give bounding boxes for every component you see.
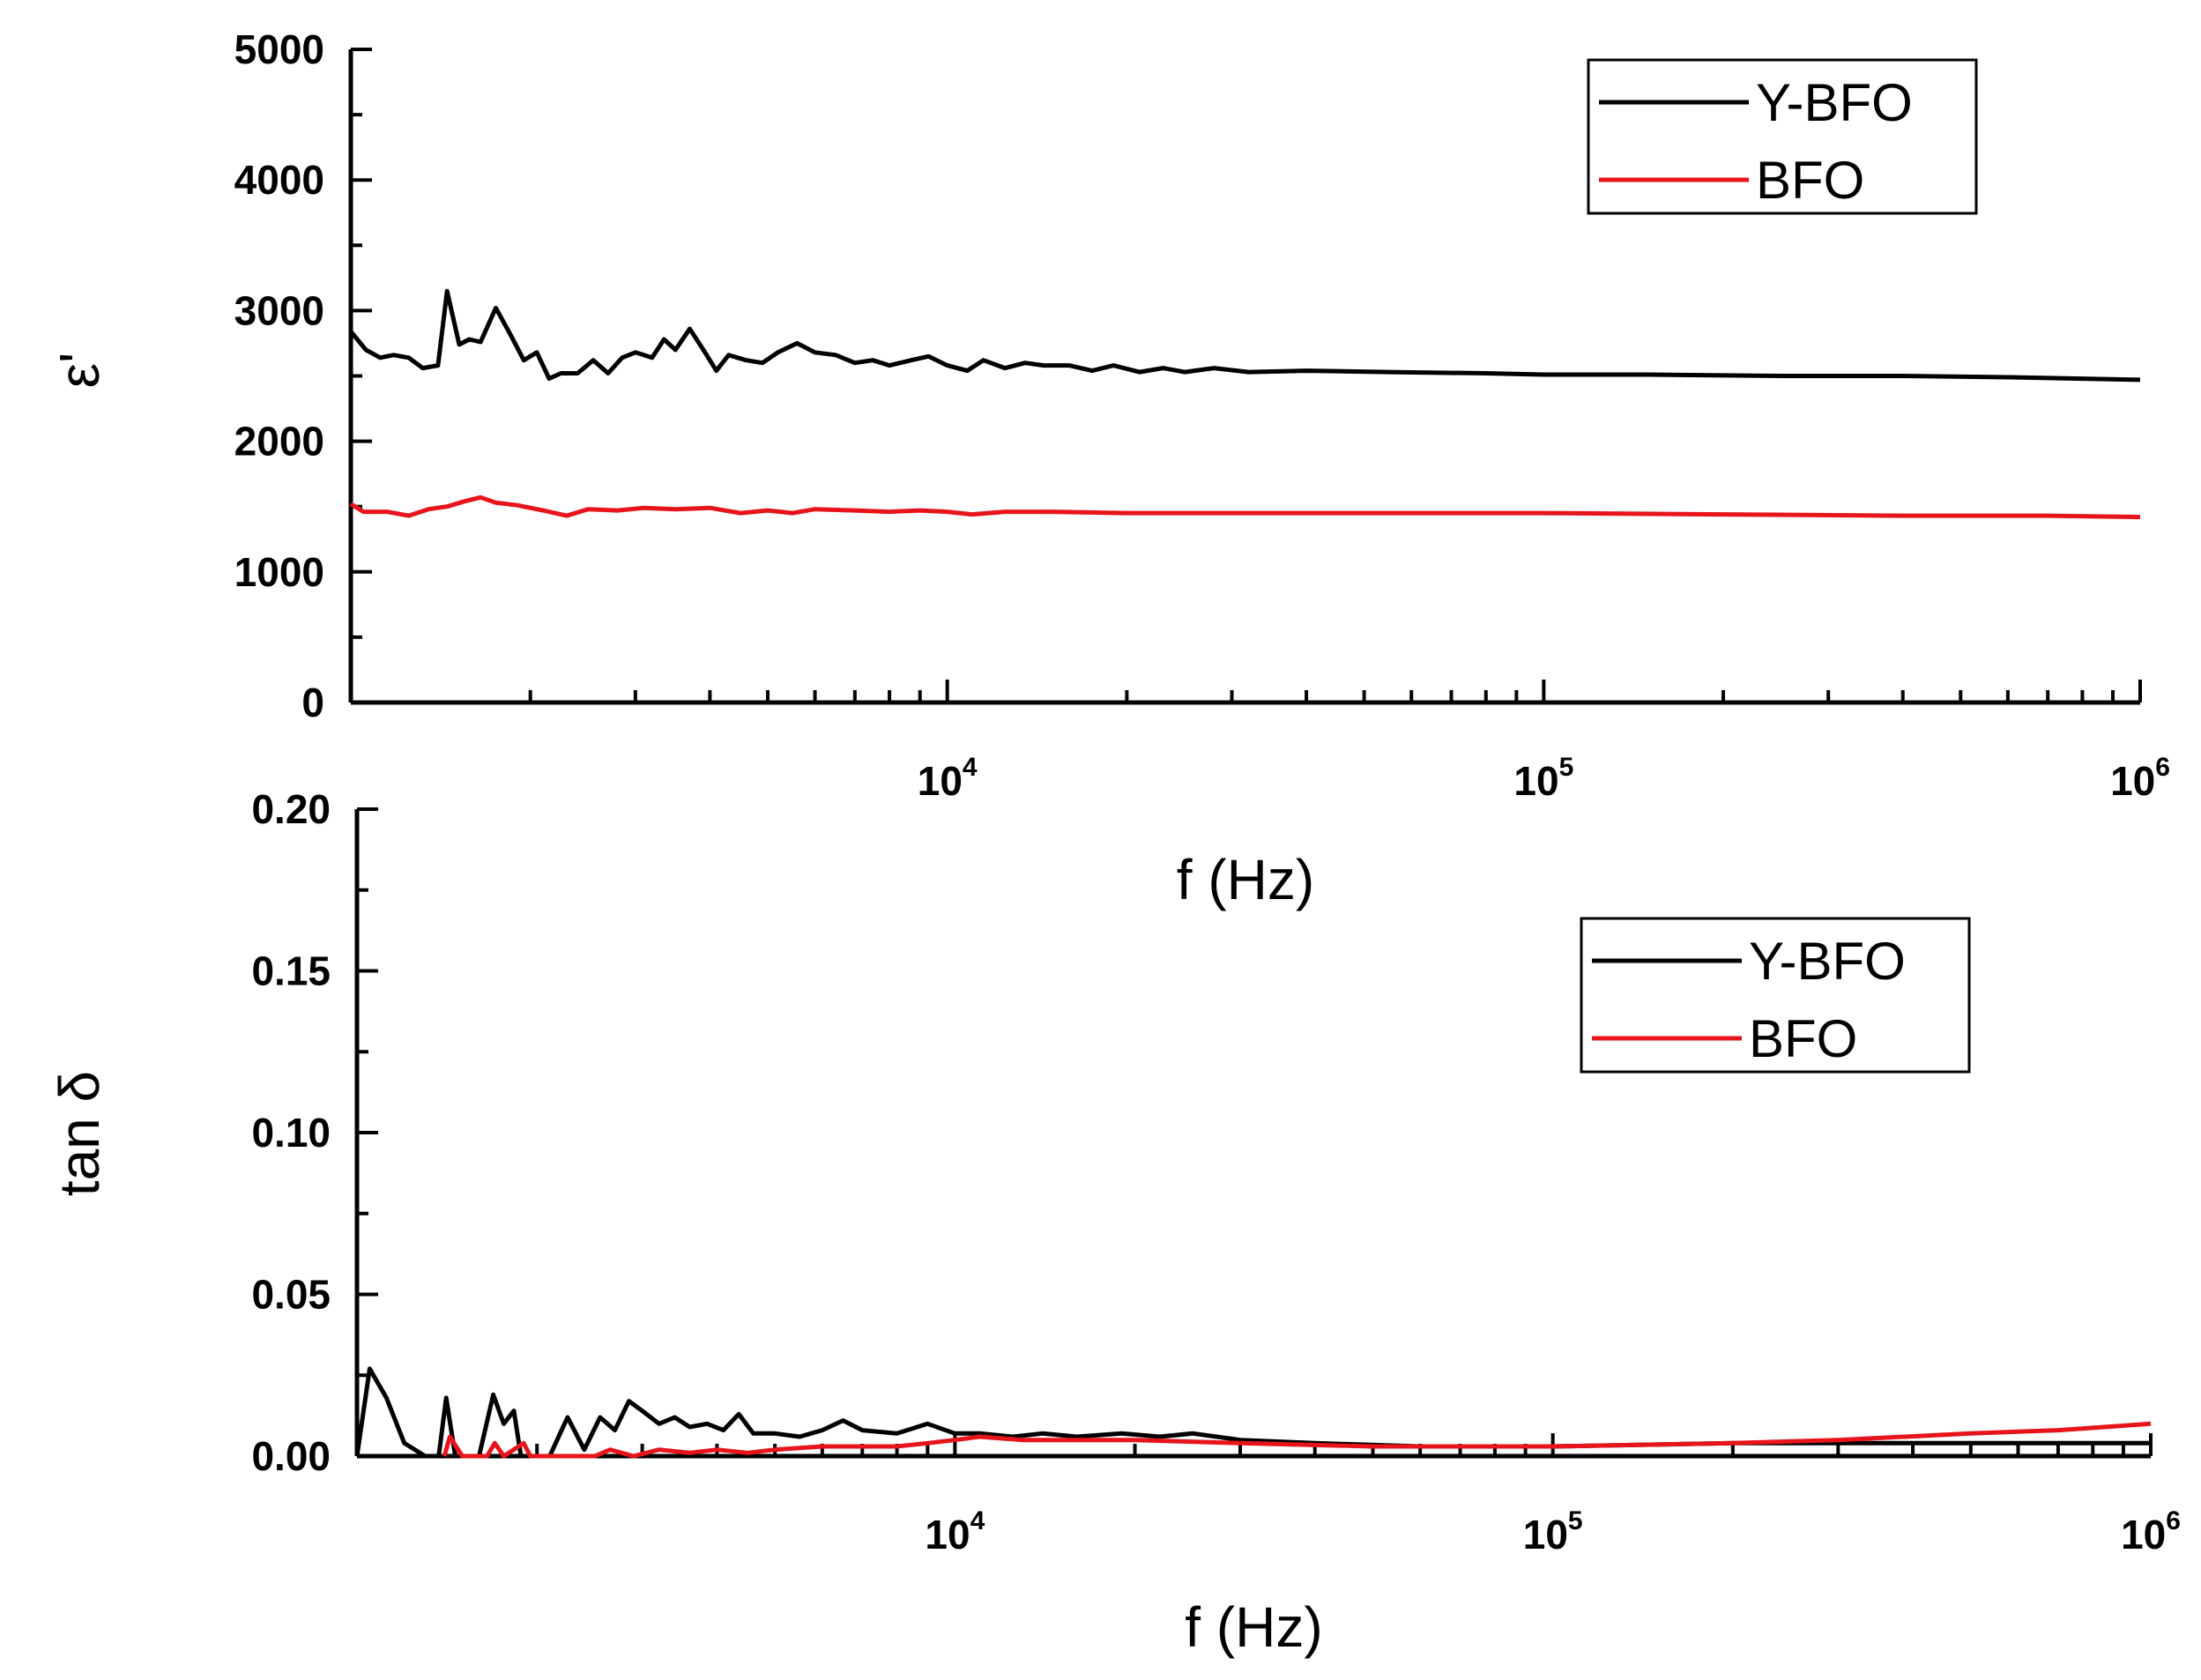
x-axis-title: f (Hz) — [1177, 848, 1314, 911]
series-line-bfo — [442, 1421, 2152, 1459]
x-tick-exponent: 5 — [1568, 1506, 1583, 1535]
x-tick-exponent: 4 — [970, 1506, 985, 1535]
y-tick-label: 5000 — [234, 26, 324, 72]
legend-box — [1587, 58, 1978, 215]
x-tick-base: 10 — [925, 1512, 970, 1557]
x-tick-exponent: 6 — [2155, 753, 2170, 782]
y-tick-label: 0.15 — [251, 948, 331, 994]
y-axis-title: ε' — [48, 353, 111, 389]
series-line-y-bfo — [354, 1366, 2151, 1459]
legend-label: BFO — [1756, 151, 1864, 210]
x-tick-label: 104 — [925, 1506, 985, 1557]
x-tick-label: 104 — [918, 753, 978, 804]
x-tick-label: 105 — [1513, 753, 1573, 804]
x-tick-base: 10 — [918, 758, 963, 804]
x-tick-exponent: 6 — [2166, 1506, 2181, 1535]
x-tick-base: 10 — [2121, 1512, 2166, 1557]
x-tick-exponent: 5 — [1559, 753, 1574, 782]
y-tick-label: 0.00 — [251, 1433, 331, 1479]
series-line-bfo — [349, 494, 2141, 520]
x-tick-exponent: 4 — [963, 753, 978, 782]
x-tick-base: 10 — [1513, 758, 1558, 804]
series-line-y-bfo — [349, 288, 2141, 383]
x-tick-base: 10 — [1523, 1512, 1568, 1557]
x-tick-label: 106 — [2121, 1506, 2181, 1557]
y-tick-label: 0.20 — [251, 786, 331, 832]
y-tick-label: 2000 — [234, 419, 324, 465]
y-tick-label: 0 — [301, 680, 324, 725]
x-tick-label: 105 — [1523, 1506, 1583, 1557]
legend-box — [1580, 917, 1971, 1074]
x-axis-title: f (Hz) — [1185, 1595, 1322, 1659]
legend-label: BFO — [1749, 1009, 1857, 1068]
y-tick-label: 4000 — [234, 157, 324, 203]
legend-label: Y-BFO — [1756, 73, 1913, 132]
y-tick-label: 0.10 — [251, 1110, 331, 1156]
y-tick-label: 0.05 — [251, 1272, 331, 1318]
x-tick-base: 10 — [2110, 758, 2155, 804]
y-axis-title: tan δ — [48, 1071, 111, 1196]
y-tick-label: 1000 — [234, 549, 324, 595]
legend-label: Y-BFO — [1749, 932, 1906, 991]
y-tick-label: 3000 — [234, 287, 324, 333]
x-tick-label: 106 — [2110, 753, 2170, 804]
